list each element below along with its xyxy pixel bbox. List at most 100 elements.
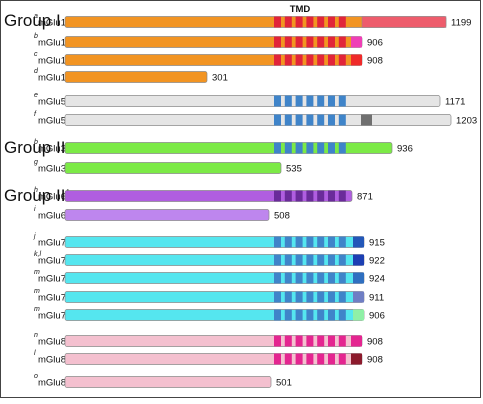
- transmembrane-segment: [284, 272, 292, 284]
- transmembrane-segment: [338, 36, 346, 48]
- isoform-name: mGlu6b: [38, 211, 71, 222]
- transmembrane-segment: [274, 36, 281, 48]
- footnote-marker: j: [33, 233, 36, 240]
- residue-count: 908: [367, 337, 383, 348]
- residue-count: 906: [367, 38, 383, 49]
- c-terminal-tail: [351, 335, 362, 347]
- residue-count: 508: [274, 211, 290, 222]
- transmembrane-segment: [295, 309, 303, 321]
- transmembrane-segment: [295, 254, 303, 266]
- footnote-marker: o: [34, 373, 38, 380]
- isoform-name: mGlu3Δ4: [38, 164, 78, 175]
- transmembrane-segment: [284, 36, 292, 48]
- isoform-name: mGlu7c: [38, 274, 71, 285]
- transmembrane-segment: [338, 95, 346, 107]
- footnote-marker: l: [34, 350, 36, 357]
- transmembrane-segment: [284, 114, 292, 126]
- transmembrane-segment: [306, 335, 314, 347]
- group-label: Group III: [4, 186, 70, 205]
- transmembrane-segment: [295, 142, 303, 154]
- isoform-name: mGlu5b: [38, 116, 71, 127]
- transmembrane-segment: [274, 236, 281, 248]
- transmembrane-segment: [295, 272, 303, 284]
- footnote-marker: e: [34, 92, 38, 99]
- isoform-name: mGlu8c: [38, 378, 71, 389]
- c-terminal-tail: [351, 353, 362, 365]
- transmembrane-segment: [274, 114, 281, 126]
- transmembrane-segment: [274, 54, 281, 66]
- c-terminal-tail: [353, 272, 364, 284]
- transmembrane-segment: [295, 36, 303, 48]
- transmembrane-segment: [328, 236, 335, 248]
- transmembrane-segment: [295, 54, 303, 66]
- transmembrane-segment: [306, 16, 314, 28]
- transmembrane-segment: [328, 54, 335, 66]
- transmembrane-segment: [295, 190, 303, 202]
- footnote-marker: h: [34, 187, 38, 194]
- transmembrane-segment: [284, 309, 292, 321]
- transmembrane-segment: [295, 335, 303, 347]
- isoform-name: mGlu3: [38, 144, 66, 155]
- transmembrane-segment: [284, 142, 292, 154]
- transmembrane-segment: [338, 272, 346, 284]
- transmembrane-segment: [295, 16, 303, 28]
- transmembrane-segment: [306, 309, 314, 321]
- transmembrane-segment: [284, 54, 292, 66]
- c-terminal-tail: [361, 16, 447, 28]
- transmembrane-segment: [338, 54, 346, 66]
- transmembrane-segment: [338, 309, 346, 321]
- transmembrane-segment: [284, 291, 292, 303]
- residue-count: 924: [369, 274, 385, 285]
- residue-count: 1203: [456, 116, 477, 127]
- transmembrane-segment: [317, 142, 325, 154]
- transmembrane-segment: [295, 353, 303, 365]
- transmembrane-segment: [328, 309, 335, 321]
- residue-count: 871: [357, 192, 373, 203]
- transmembrane-segment: [338, 254, 346, 266]
- transmembrane-segment: [284, 95, 292, 107]
- transmembrane-segment: [274, 142, 281, 154]
- isoform-name: mGlu1E55: [38, 73, 83, 84]
- transmembrane-segment: [317, 95, 325, 107]
- isoform-name: mGlu5a: [38, 97, 72, 108]
- transmembrane-segment: [295, 95, 303, 107]
- residue-count: 911: [369, 293, 384, 304]
- transmembrane-segment: [328, 353, 335, 365]
- isoform-name: mGlu6a: [38, 192, 72, 203]
- transmembrane-segment: [306, 236, 314, 248]
- transmembrane-segment: [306, 272, 314, 284]
- residue-count: 922: [369, 256, 385, 267]
- transmembrane-segment: [328, 254, 335, 266]
- residue-count: 906: [369, 311, 385, 322]
- transmembrane-segment: [338, 114, 346, 126]
- isoform-name: mGlu7a: [38, 238, 72, 249]
- transmembrane-segment: [306, 114, 314, 126]
- isoform-name: mGlu8b: [38, 355, 71, 366]
- c-terminal-tail: [353, 236, 364, 248]
- transmembrane-segment: [284, 353, 292, 365]
- footnote-marker: f: [34, 111, 37, 118]
- footnote-marker: k,l: [34, 251, 41, 258]
- residue-count: 936: [397, 144, 413, 155]
- footnote-marker: g: [34, 159, 38, 166]
- isoform-name: mGlu8a: [38, 337, 72, 348]
- transmembrane-segment: [317, 16, 325, 28]
- transmembrane-segment: [274, 335, 281, 347]
- splice-insert: [361, 114, 372, 126]
- transmembrane-segment: [306, 254, 314, 266]
- transmembrane-segment: [317, 190, 325, 202]
- footnote-marker: a: [34, 13, 38, 20]
